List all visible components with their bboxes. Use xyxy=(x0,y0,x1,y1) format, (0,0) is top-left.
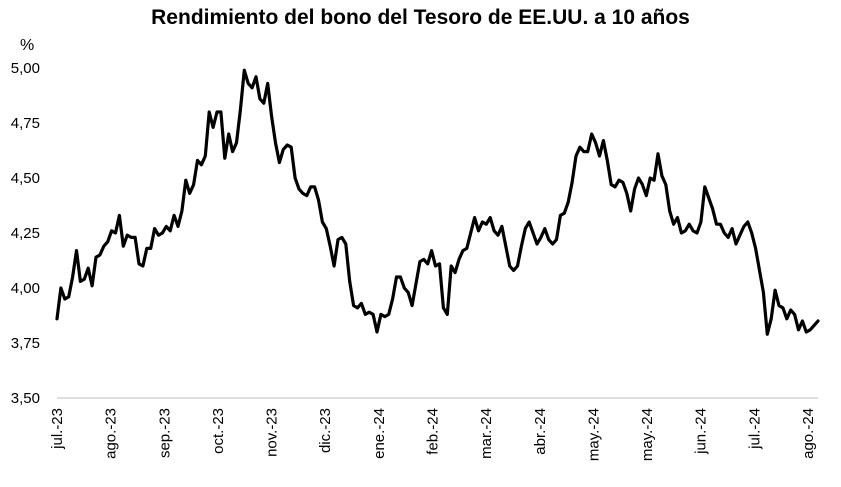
x-tick-label: may.-24 xyxy=(639,408,656,461)
y-tick-label: 3,50 xyxy=(11,390,40,407)
y-axis: 3,50 3,75 4,00 4,25 4,50 4,75 5,00 xyxy=(11,60,40,407)
x-tick-label: sep.-23 xyxy=(156,408,173,458)
y-tick-label: 3,75 xyxy=(11,335,40,352)
y-axis-unit-label: % xyxy=(20,37,34,54)
x-tick-label: mar.-24 xyxy=(478,408,495,459)
series-line xyxy=(55,68,820,336)
x-tick-label: ago.-23 xyxy=(103,408,120,459)
x-tick-label: ago.-24 xyxy=(800,408,817,459)
x-tick-label: feb.-24 xyxy=(425,408,442,455)
x-tick-label: ene.-24 xyxy=(371,408,388,459)
x-tick-label: jul.-23 xyxy=(49,408,66,450)
y-tick-label: 5,00 xyxy=(11,60,40,77)
x-tick-label: dic.-23 xyxy=(317,408,334,453)
chart-title: Rendimiento del bono del Tesoro de EE.UU… xyxy=(151,6,690,29)
x-tick-label: may.-24 xyxy=(585,408,602,461)
x-axis-labels: jul.-23 ago.-23 sep.-23 oct.-23 nov.-23 dic.-… xyxy=(49,408,817,461)
x-tick-label: oct.-23 xyxy=(210,408,227,454)
series-layer xyxy=(55,68,820,336)
y-tick-label: 4,00 xyxy=(11,280,40,297)
y-tick-label: 4,25 xyxy=(11,225,40,242)
x-tick-label: abr.-24 xyxy=(532,408,549,455)
y-tick-label: 4,50 xyxy=(11,170,40,187)
x-tick-label: jul.-24 xyxy=(746,408,763,450)
y-tick-label: 4,75 xyxy=(11,115,40,132)
x-tick-label: jun.-24 xyxy=(693,408,710,455)
x-tick-label: nov.-23 xyxy=(264,408,281,457)
